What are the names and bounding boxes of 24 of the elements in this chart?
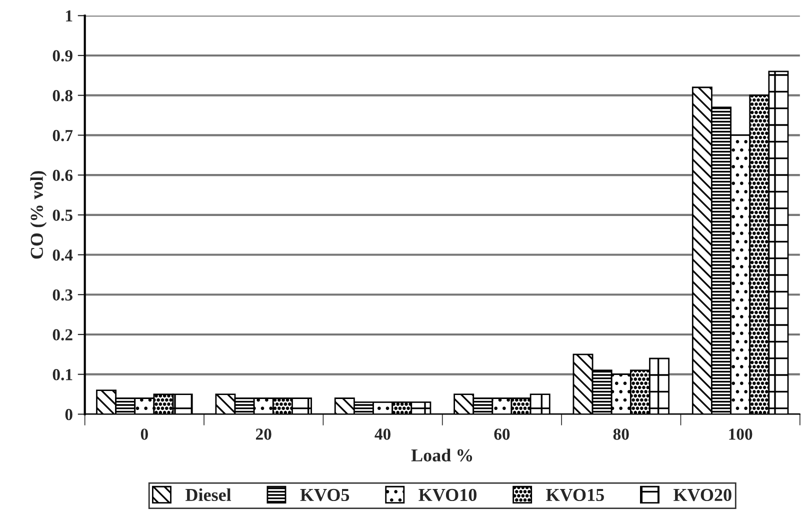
- y-tick-label: 0.1: [52, 369, 72, 380]
- legend-label: KVO20: [674, 488, 732, 502]
- y-tick-label: 0.5: [52, 210, 72, 221]
- x-tick-label: 0: [140, 428, 148, 440]
- x-tick-label: 80: [613, 428, 629, 440]
- y-tick-label: 1: [66, 10, 72, 22]
- x-tick-label: 40: [374, 428, 390, 440]
- x-axis-title: Load %: [411, 448, 472, 462]
- y-tick-label: 0.3: [52, 289, 72, 301]
- legend-label: KVO5: [300, 488, 350, 502]
- legend-label: Diesel: [186, 488, 232, 502]
- y-tick-label: 0.6: [52, 170, 73, 182]
- y-tick-label: 0: [65, 408, 72, 420]
- legend-label: KVO10: [418, 488, 476, 502]
- y-tick-label: 0.9: [52, 50, 72, 62]
- legend-label: KVO15: [546, 488, 604, 502]
- x-tick-label: 20: [256, 428, 272, 440]
- y-tick-label: 0.8: [52, 90, 72, 102]
- y-tick-label: 0.7: [52, 130, 73, 142]
- y-axis-title: CO (% vol): [30, 171, 47, 259]
- y-tick-label: 0.4: [52, 249, 73, 261]
- x-tick-label: 60: [494, 428, 510, 440]
- x-tick-label: 100: [729, 428, 752, 440]
- y-tick-label: 0.2: [52, 329, 72, 340]
